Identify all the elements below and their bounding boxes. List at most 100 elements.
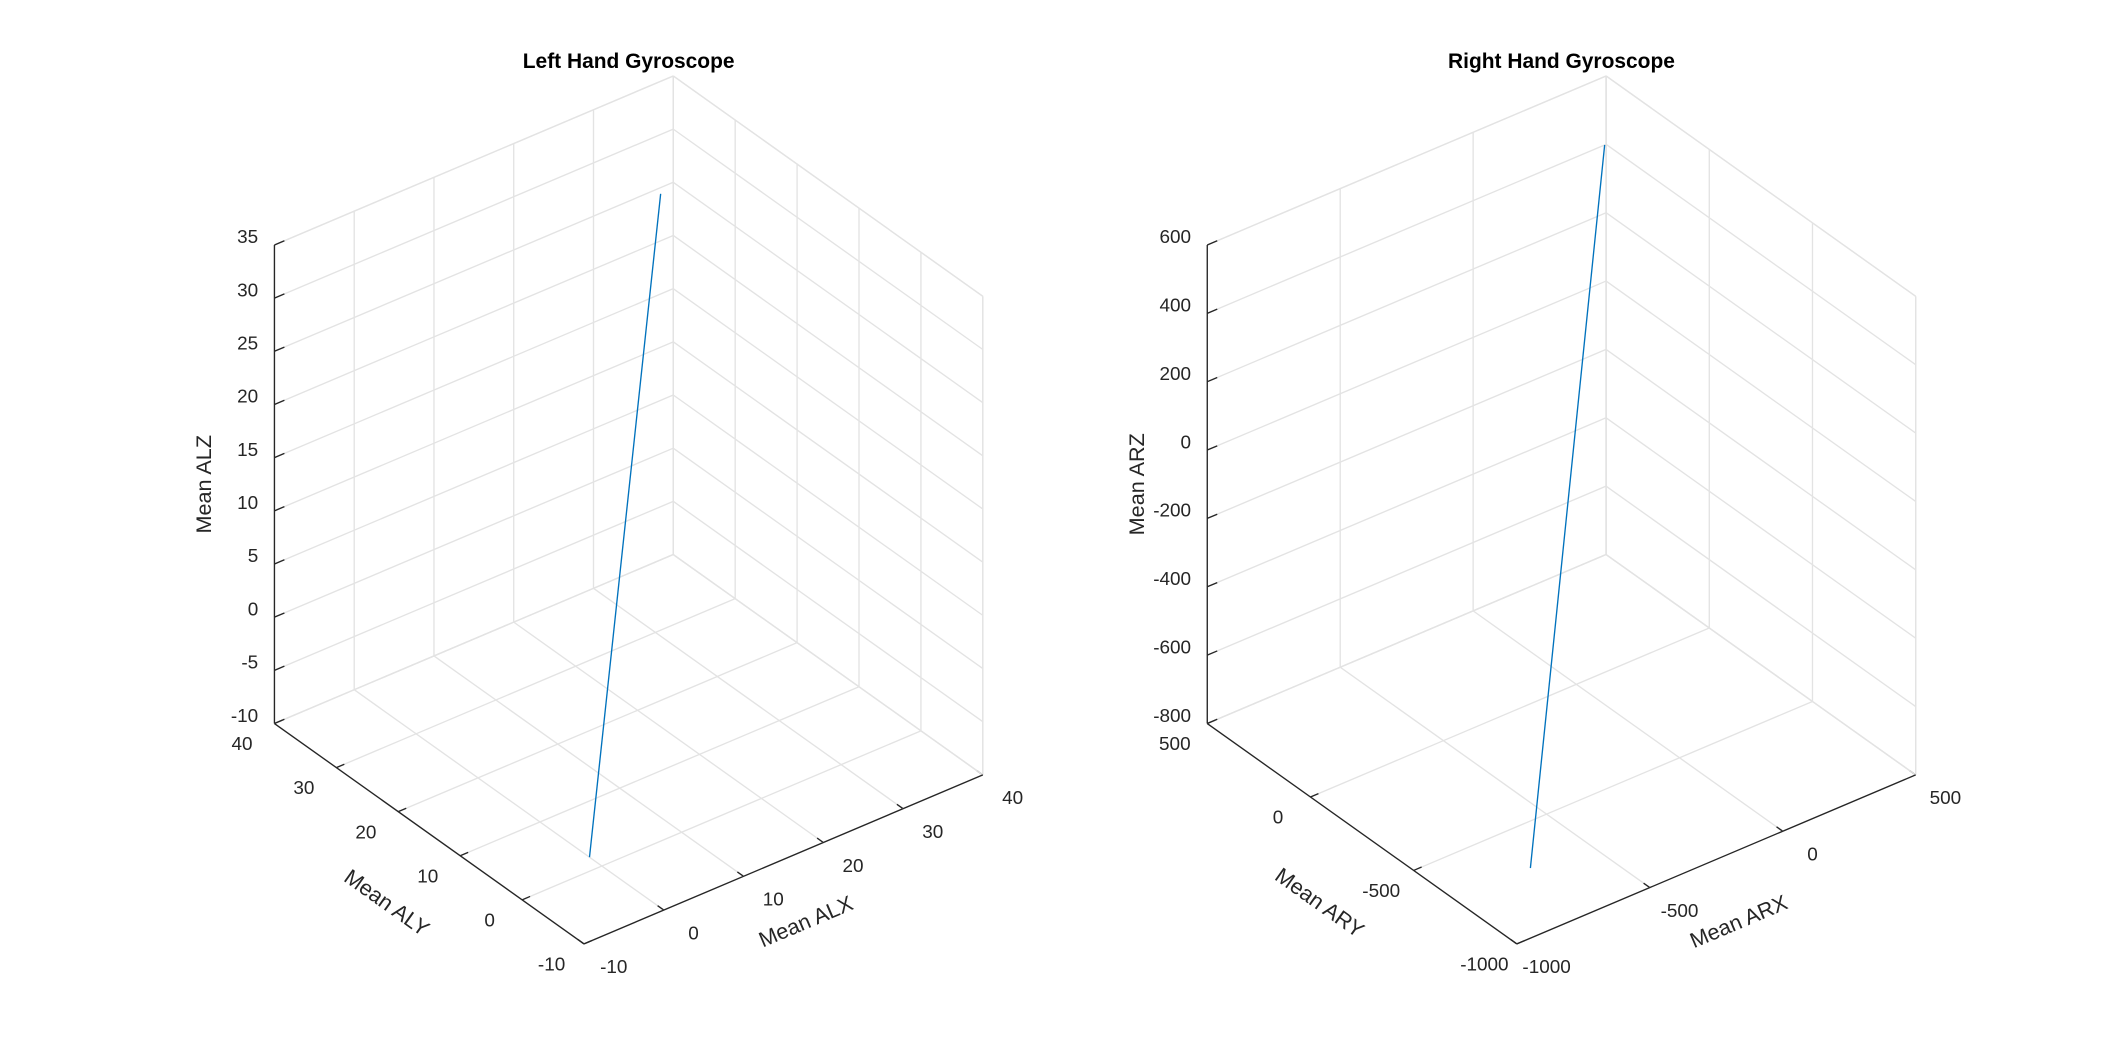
tick-mark bbox=[274, 399, 285, 406]
grid-line bbox=[672, 447, 984, 670]
y-tick-label: -1000 bbox=[1460, 955, 1508, 976]
grid-line bbox=[1207, 280, 1607, 451]
y-axis bbox=[1206, 722, 1518, 945]
z-tick-label: 25 bbox=[237, 334, 258, 355]
grid-line bbox=[1413, 700, 1813, 872]
grid-line bbox=[593, 587, 904, 810]
tick-mark bbox=[1207, 513, 1218, 520]
z-tick-label: 400 bbox=[1159, 296, 1191, 317]
z-tick-label: -5 bbox=[241, 653, 258, 674]
grid-line bbox=[274, 181, 674, 352]
x-tick-label: 20 bbox=[843, 856, 864, 877]
y-tick-label: -500 bbox=[1362, 881, 1400, 902]
x-tick-label: 500 bbox=[1930, 788, 1962, 809]
grid-line bbox=[274, 288, 674, 459]
y-tick-label: 30 bbox=[293, 778, 314, 799]
z-tick-label: -10 bbox=[231, 706, 258, 727]
grid-line bbox=[433, 655, 744, 877]
tick-mark bbox=[521, 895, 531, 901]
x-tick-label: 0 bbox=[1807, 845, 1818, 866]
tick-mark bbox=[1207, 718, 1218, 725]
z-axis-label: Mean ALZ bbox=[191, 435, 216, 534]
tick-mark bbox=[274, 718, 285, 725]
tick-mark bbox=[1207, 376, 1218, 383]
tick-mark bbox=[336, 763, 345, 769]
z-tick-label: 600 bbox=[1159, 227, 1191, 248]
x-tick-label: -1000 bbox=[1522, 957, 1570, 978]
y-tick-label: 20 bbox=[355, 822, 376, 843]
z-tick-label: -800 bbox=[1153, 706, 1191, 727]
tick-mark bbox=[398, 807, 407, 813]
grid-line bbox=[1605, 417, 1917, 639]
z-tick-label: 15 bbox=[237, 440, 258, 461]
grid-line bbox=[1207, 75, 1607, 246]
grid-line bbox=[672, 288, 984, 510]
grid-line bbox=[353, 689, 665, 911]
z-tick-label: 10 bbox=[237, 493, 258, 514]
grid-line bbox=[274, 394, 674, 565]
tick-mark bbox=[274, 293, 285, 299]
y-tick-label: 40 bbox=[231, 734, 252, 755]
tick-mark bbox=[274, 346, 285, 352]
x-axis-label: Mean ARX bbox=[1686, 890, 1791, 953]
tick-mark bbox=[459, 851, 469, 857]
tick-mark bbox=[1776, 826, 1784, 832]
grid-line bbox=[274, 234, 674, 406]
chart-title: Right Hand Gyroscope bbox=[1448, 50, 1675, 73]
grid-line bbox=[1605, 212, 1917, 434]
y-tick-label: 10 bbox=[417, 866, 438, 887]
tick-mark bbox=[816, 837, 824, 844]
z-tick-label: -200 bbox=[1153, 501, 1191, 522]
y-axis bbox=[274, 722, 585, 945]
grid-line bbox=[274, 341, 674, 512]
grid-line bbox=[1207, 485, 1607, 656]
grid-line bbox=[672, 341, 984, 563]
data-line bbox=[1529, 144, 1606, 869]
y-tick-label: 0 bbox=[1273, 808, 1284, 829]
grid-line bbox=[274, 553, 674, 725]
tick-mark bbox=[1643, 882, 1651, 889]
grid-line bbox=[1472, 610, 1784, 832]
z-tick-label: 30 bbox=[237, 280, 258, 301]
grid-line bbox=[1207, 348, 1607, 520]
grid-line bbox=[672, 500, 984, 723]
grid-line bbox=[1605, 75, 1917, 297]
grid-line bbox=[521, 730, 922, 901]
z-tick-label: -600 bbox=[1153, 637, 1191, 658]
tick-mark bbox=[274, 452, 285, 459]
y-tick-label: 500 bbox=[1159, 734, 1191, 755]
grid-line bbox=[274, 128, 674, 299]
z-tick-label: 35 bbox=[237, 227, 258, 248]
tick-mark bbox=[1413, 866, 1422, 872]
tick-mark bbox=[1207, 445, 1218, 451]
grid-line bbox=[513, 621, 824, 844]
tick-mark bbox=[1207, 308, 1218, 314]
tick-mark bbox=[274, 559, 285, 565]
tick-mark bbox=[896, 803, 904, 810]
grid-line bbox=[274, 447, 674, 618]
x-tick-label: 10 bbox=[763, 890, 784, 911]
x-axis bbox=[583, 774, 984, 945]
tick-mark bbox=[274, 665, 285, 671]
grid-line bbox=[1605, 485, 1917, 708]
grid-line bbox=[672, 234, 984, 457]
z-tick-label: 20 bbox=[237, 387, 258, 408]
grid-line bbox=[672, 75, 984, 297]
grid-line bbox=[1207, 417, 1607, 588]
grid-line bbox=[274, 75, 674, 246]
grid-line bbox=[1605, 348, 1917, 571]
y-tick-label: 0 bbox=[484, 910, 495, 931]
z-tick-label: 200 bbox=[1159, 364, 1191, 385]
z-tick-label: 5 bbox=[248, 546, 259, 567]
grid-line bbox=[336, 597, 736, 769]
z-axis-label: Mean ARZ bbox=[1124, 433, 1149, 535]
grid-line bbox=[398, 642, 798, 813]
grid-line bbox=[1207, 212, 1607, 383]
y-tick-label: -10 bbox=[538, 955, 565, 976]
z-tick-label: 0 bbox=[1181, 432, 1192, 453]
grid-line bbox=[1605, 553, 1917, 776]
x-tick-label: 0 bbox=[688, 923, 699, 944]
tick-mark bbox=[1207, 650, 1218, 656]
y-axis-label: Mean ARY bbox=[1271, 863, 1369, 943]
